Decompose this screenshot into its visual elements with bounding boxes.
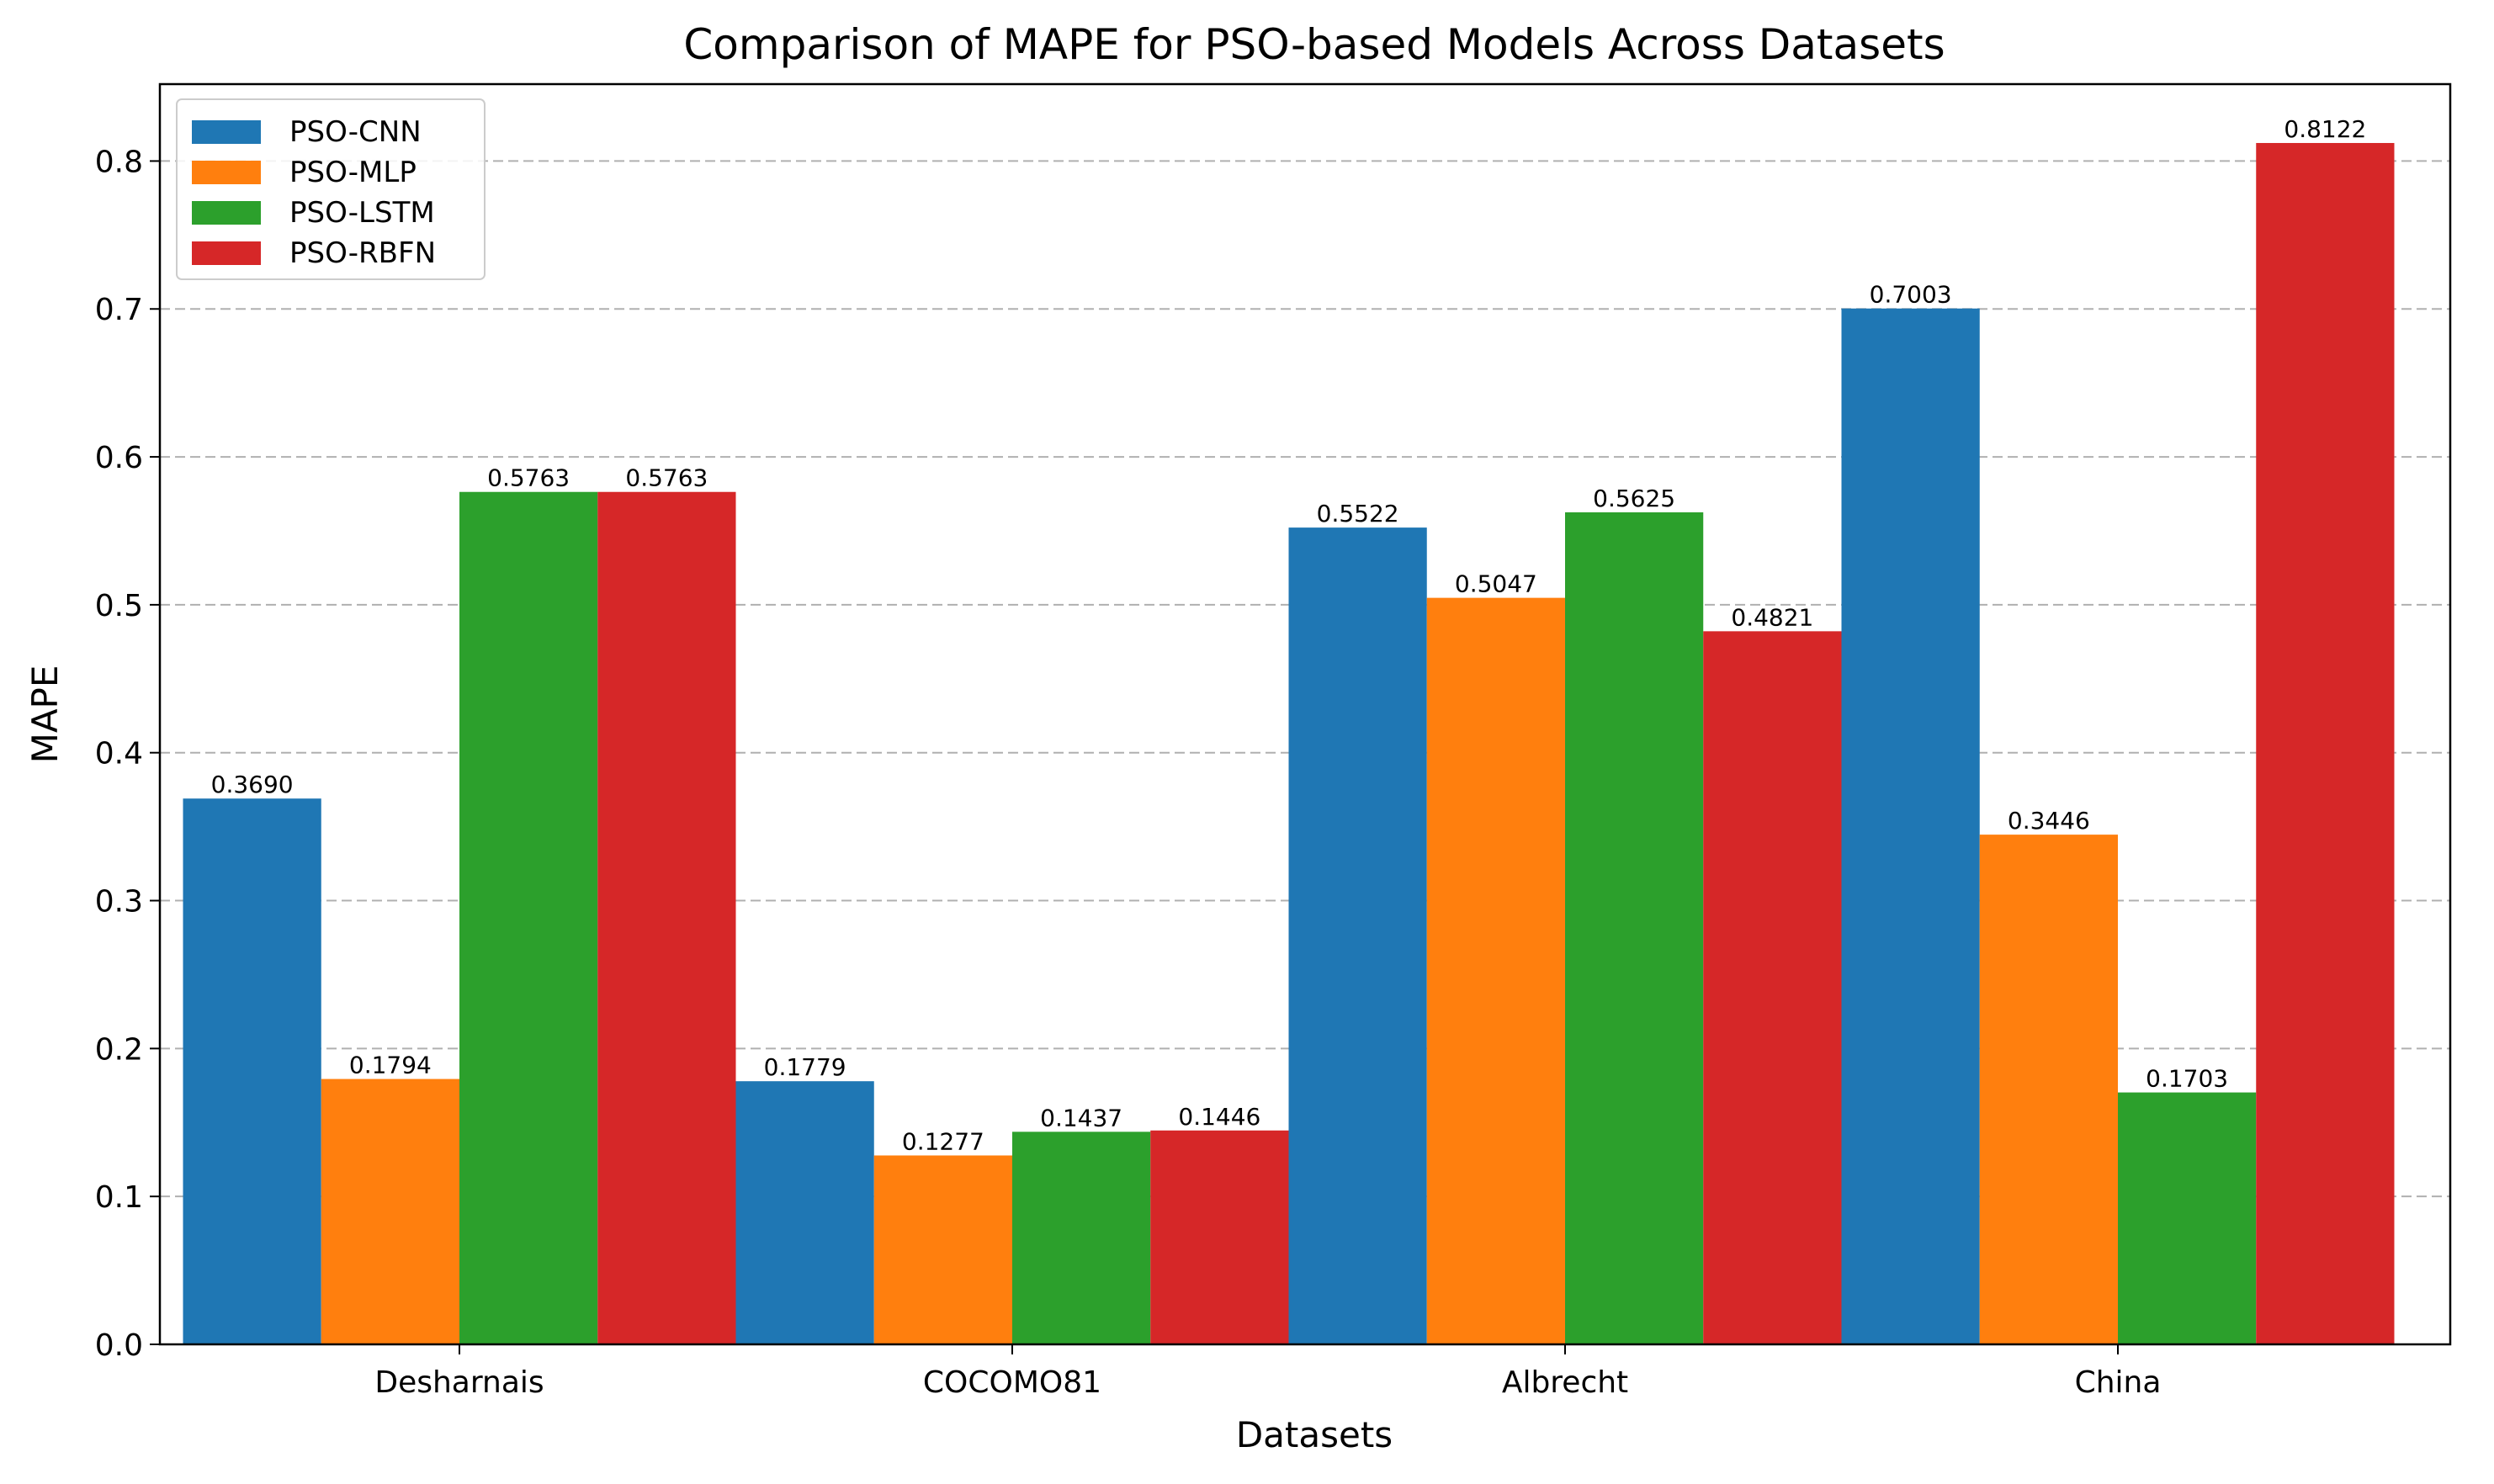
y-tick-label: 0.3 <box>95 885 143 920</box>
plot-frame <box>158 82 2452 1346</box>
bar-value-label: 0.5522 <box>1317 500 1399 527</box>
y-tick-label: 0.8 <box>95 145 143 179</box>
bar-value-label: 0.5625 <box>1593 485 1675 512</box>
x-tick-label: Albrecht <box>1502 1365 1628 1400</box>
x-axis-label: Datasets <box>1236 1414 1393 1455</box>
bar-value-label: 0.1779 <box>764 1053 846 1081</box>
legend-swatch <box>192 201 261 225</box>
y-tick-label: 0.2 <box>95 1032 143 1067</box>
legend-swatch <box>192 161 261 184</box>
legend-box <box>176 98 486 280</box>
y-tick-label: 0.4 <box>95 737 143 771</box>
bar-value-label: 0.1446 <box>1178 1103 1260 1131</box>
bar-pso-cnn-cocomo81 <box>735 1081 874 1344</box>
bar-value-label: 0.5763 <box>625 464 708 492</box>
legend-label: PSO-MLP <box>289 156 417 189</box>
bar-value-label: 0.1277 <box>902 1127 984 1155</box>
bar-pso-mlp-cocomo81 <box>873 1155 1012 1344</box>
y-tick-label: 0.0 <box>95 1328 143 1363</box>
bar-value-label: 0.1703 <box>2146 1065 2228 1093</box>
y-tick-label: 0.7 <box>95 293 143 327</box>
bar-pso-lstm-cocomo81 <box>1012 1132 1151 1344</box>
x-tick-label: China <box>2075 1365 2162 1400</box>
bar-pso-cnn-china <box>1841 308 1980 1344</box>
bar-pso-rbfn-cocomo81 <box>1150 1130 1289 1344</box>
y-tick-label: 0.5 <box>95 589 143 623</box>
bar-pso-rbfn-albrecht <box>1703 631 1842 1344</box>
x-tick-label: Desharnais <box>374 1365 544 1400</box>
bar-labels-layer: 0.3690 0.1779 0.5522 0.7003 0.1794 0.1277 0.50… <box>211 115 2367 1155</box>
bar-value-label: 0.1794 <box>349 1052 432 1079</box>
bar-pso-lstm-desharnais <box>459 491 598 1344</box>
bar-value-label: 0.5047 <box>1455 570 1537 598</box>
bar-value-label: 0.5763 <box>487 464 570 492</box>
bar-pso-lstm-china <box>2118 1092 2257 1344</box>
bar-value-label: 0.7003 <box>1870 281 1952 309</box>
bar-pso-mlp-desharnais <box>321 1079 459 1344</box>
legend-swatch <box>192 241 261 265</box>
legend-swatch <box>192 120 261 144</box>
legend-label: PSO-LSTM <box>289 196 435 230</box>
chart-title: Comparison of MAPE for PSO-based Models … <box>683 20 1945 69</box>
y-tick-label: 0.1 <box>95 1180 143 1215</box>
bar-value-label: 0.3690 <box>211 771 294 798</box>
bars-layer <box>183 142 2395 1344</box>
bar-pso-lstm-albrecht <box>1565 512 1704 1344</box>
bar-value-label: 0.3446 <box>2008 807 2090 835</box>
x-tick-label: COCOMO81 <box>923 1365 1101 1400</box>
bar-value-label: 0.4821 <box>1731 603 1813 631</box>
y-tick-label: 0.6 <box>95 441 143 475</box>
bar-value-label: 0.8122 <box>2284 115 2366 143</box>
legend-label: PSO-RBFN <box>289 236 436 270</box>
bar-pso-mlp-china <box>1979 835 2118 1344</box>
x-axis-ticks: Desharnais COCOMO81 Albrecht China <box>374 1344 2161 1400</box>
bar-value-label: 0.1437 <box>1040 1104 1122 1132</box>
legend-label: PSO-CNN <box>289 115 422 149</box>
bar-pso-rbfn-china <box>2256 142 2395 1344</box>
bar-pso-mlp-albrecht <box>1426 597 1565 1344</box>
y-axis-label: MAPE <box>24 665 66 764</box>
y-axis-ticks: 0.0 0.1 0.2 0.3 0.4 0.5 0.6 0.7 0.8 <box>95 145 160 1363</box>
bar-pso-cnn-desharnais <box>183 798 321 1344</box>
legend: PSO-CNN PSO-MLP PSO-LSTM PSO-RBFN <box>176 98 486 280</box>
bar-pso-rbfn-desharnais <box>597 491 736 1344</box>
bar-pso-cnn-albrecht <box>1288 527 1427 1344</box>
